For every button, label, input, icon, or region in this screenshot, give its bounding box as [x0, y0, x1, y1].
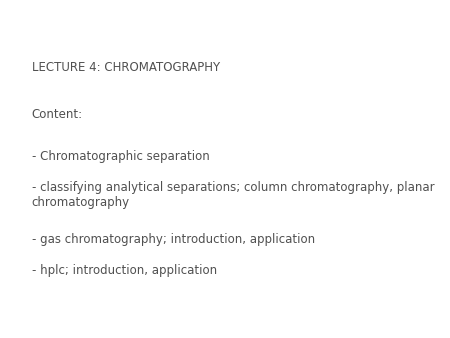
Text: - hplc; introduction, application: - hplc; introduction, application	[32, 264, 216, 276]
Text: - classifying analytical separations; column chromatography, planar
chromatograp: - classifying analytical separations; co…	[32, 181, 434, 209]
Text: Content:: Content:	[32, 108, 83, 121]
Text: - Chromatographic separation: - Chromatographic separation	[32, 150, 209, 163]
Text: LECTURE 4: CHROMATOGRAPHY: LECTURE 4: CHROMATOGRAPHY	[32, 61, 220, 74]
Text: - gas chromatography; introduction, application: - gas chromatography; introduction, appl…	[32, 233, 315, 246]
